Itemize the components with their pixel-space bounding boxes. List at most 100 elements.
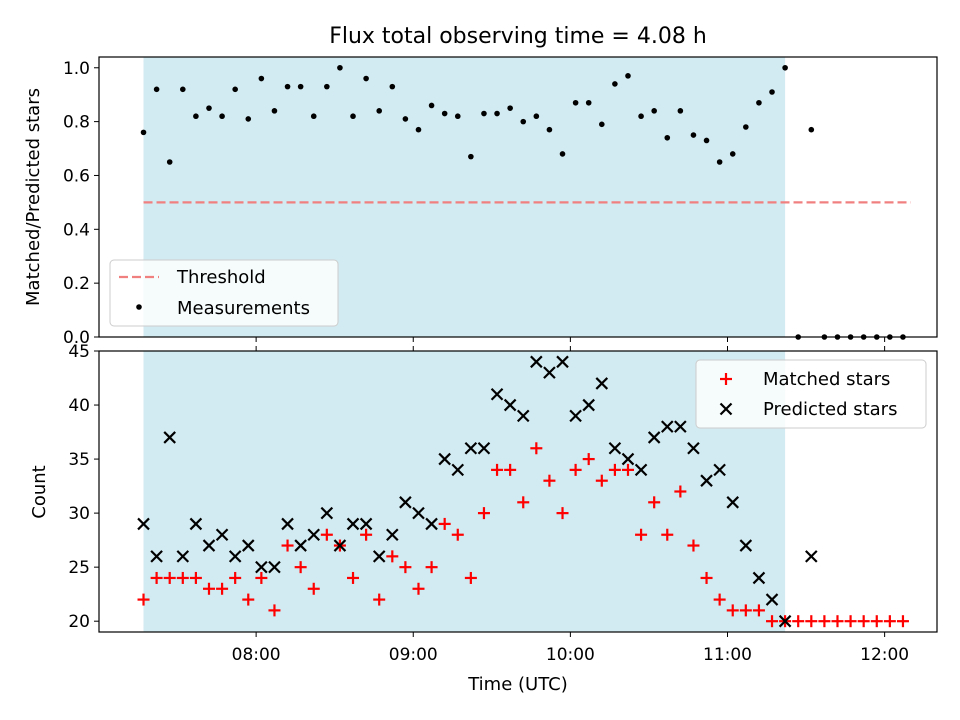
predicted-star-point-b (228, 550, 242, 563)
predicted-star-point-b (660, 420, 674, 433)
matched-star-point (739, 604, 752, 617)
measurement-point (153, 86, 160, 93)
matched-star-point (530, 442, 543, 455)
matched-star-point (648, 496, 661, 509)
measurement-point (219, 113, 225, 120)
bottom-y-tick-label: 25 (68, 558, 90, 578)
predicted-star-point-b (451, 463, 465, 477)
legend-measurements-swatch (136, 304, 142, 310)
predicted-star-point (805, 550, 818, 563)
legend-measurements-label: Measurements (177, 298, 310, 319)
predicted-star-point (294, 539, 307, 552)
predicted-star-point-b (307, 528, 321, 542)
predicted-star-point (687, 441, 700, 455)
predicted-star-point-b (674, 420, 687, 433)
matched-star-point (255, 571, 268, 584)
measurement-point (494, 110, 500, 117)
predicted-star-point (621, 452, 635, 466)
x-ticks: 08:00 09:00 10:00 11:00 12:00 (232, 346, 909, 665)
matched-star-point (373, 593, 386, 606)
matched-star-point (543, 474, 556, 487)
bottom-y-tick-label: 30 (68, 504, 90, 524)
chart-title: Flux total observing time = 4.08 h (329, 24, 707, 49)
measurement-point (638, 113, 644, 120)
matched-star-point (700, 571, 713, 584)
measurement-point (808, 126, 815, 133)
predicted-star-point (202, 539, 216, 552)
matched-star-point (844, 615, 857, 628)
measurement-point (284, 83, 291, 90)
predicted-star-point (647, 431, 661, 444)
predicted-star-point (228, 550, 242, 563)
bottom-y-tick-label: 45 (68, 342, 90, 362)
top-y-tick-label: 0.4 (63, 220, 90, 240)
x-tick-label: 08:00 (232, 645, 281, 665)
bottom-observing-window (143, 351, 786, 632)
legend-threshold-label: Threshold (176, 267, 266, 288)
bottom-y-tick-label: 40 (68, 396, 90, 416)
predicted-star-point-b (137, 517, 150, 531)
predicted-star-point (739, 539, 753, 552)
predicted-star-point (372, 550, 386, 563)
measurement-point (507, 105, 513, 111)
predicted-star-point (752, 571, 766, 585)
predicted-star-point-b (516, 409, 530, 423)
matched-star-point (451, 528, 464, 541)
measurement-point (324, 83, 330, 90)
predicted-star-point (700, 474, 713, 487)
matched-star-point (216, 582, 229, 595)
predicted-star-point-b (739, 539, 753, 552)
measurement-point (625, 73, 631, 79)
predicted-star-point (359, 517, 373, 531)
top-y-tick-label: 0.8 (63, 113, 90, 133)
x-tick-label: 11:00 (703, 645, 752, 665)
predicted-star-point (530, 355, 543, 369)
measurement-point (546, 126, 553, 133)
matched-star-point (307, 582, 320, 595)
x-axis-label: Time (UTC) (467, 674, 568, 695)
matched-star-point (687, 539, 700, 552)
x-tick-label: 12:00 (860, 645, 909, 665)
predicted-star-point (163, 431, 176, 444)
matched-star-point (386, 550, 399, 563)
predicted-star-point-b (634, 463, 648, 477)
matched-star-point (831, 615, 844, 628)
top-y-tick-label: 1.0 (63, 59, 90, 79)
predicted-star-point-b (412, 506, 425, 520)
measurement-point (428, 102, 435, 109)
matched-star-point (569, 463, 582, 476)
predicted-star-point-b (241, 539, 255, 552)
predicted-star-point (399, 496, 412, 509)
predicted-star-point-b (359, 517, 373, 531)
measurement-point (297, 83, 304, 90)
predicted-star-point-b (320, 506, 334, 520)
matched-star-point (635, 528, 648, 541)
measurement-point (612, 81, 618, 87)
top-axes-frame (98, 56, 938, 338)
predicted-star-point (582, 398, 595, 412)
predicted-star-point (215, 528, 229, 542)
top-y-tick-label: 0.0 (63, 328, 90, 348)
predicted-star-point (674, 420, 687, 433)
matched-star-point (163, 571, 176, 584)
measurement-point (651, 108, 657, 114)
matched-star-point (491, 463, 504, 476)
predicted-star-point (608, 441, 622, 455)
predicted-star-point-b (608, 441, 622, 455)
predicted-star-point (490, 387, 504, 401)
matched-star-point (857, 615, 870, 628)
predicted-star-point (556, 355, 569, 369)
predicted-star-point-b (425, 517, 438, 531)
predicted-star-point (543, 366, 556, 379)
bottom-y-axis-label: Count (29, 465, 50, 518)
predicted-star-point (255, 560, 268, 574)
top-y-tick-label: 0.6 (63, 166, 90, 186)
predicted-star-point-b (176, 550, 190, 563)
predicted-star-point-b (399, 496, 412, 509)
predicted-star-point (477, 441, 491, 455)
measurement-point (206, 105, 212, 111)
predicted-star-point (438, 452, 451, 466)
predicted-star-point (425, 517, 438, 531)
predicted-star-point-b (150, 550, 163, 563)
predicted-star-point-b (595, 377, 609, 390)
